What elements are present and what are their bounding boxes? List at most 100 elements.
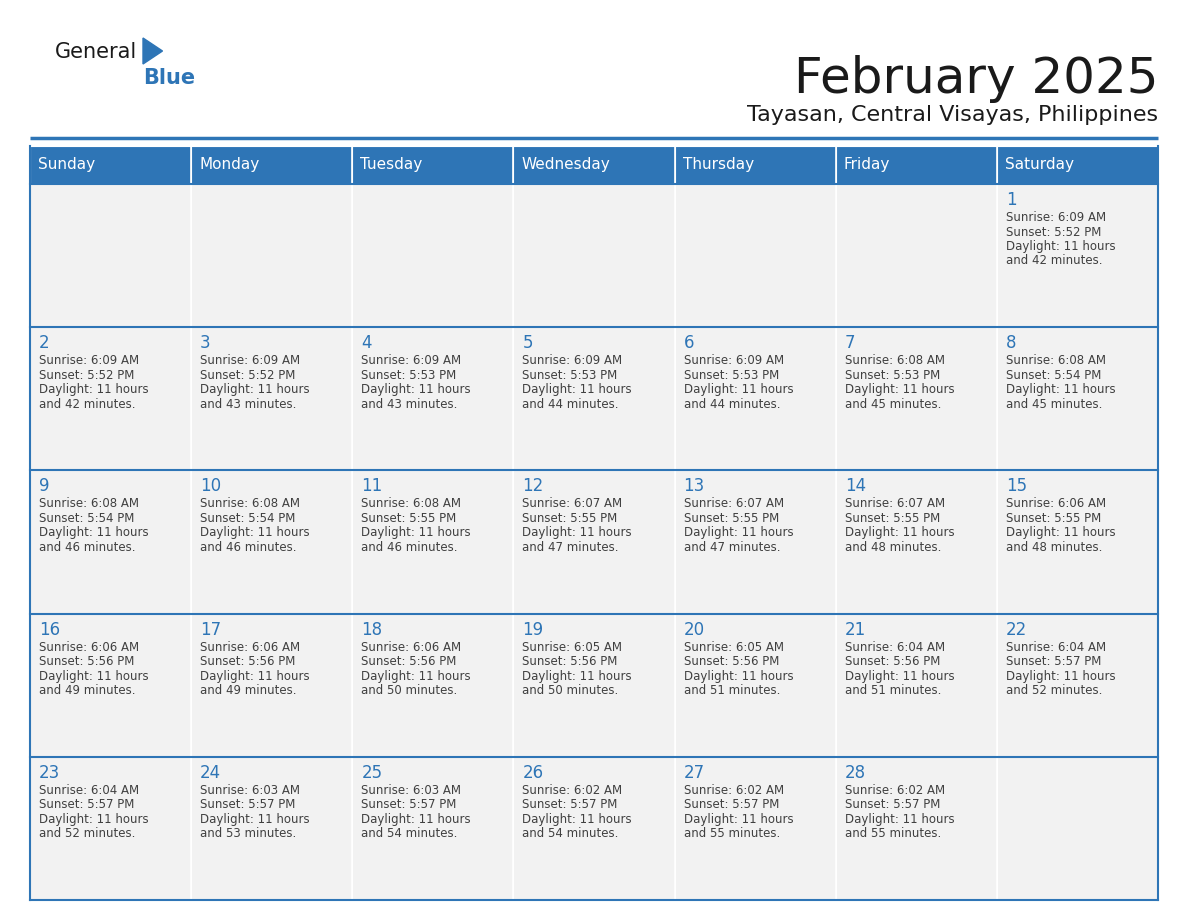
Text: 9: 9 [39,477,50,496]
Text: and 44 minutes.: and 44 minutes. [523,397,619,410]
Text: Daylight: 11 hours: Daylight: 11 hours [200,526,310,540]
Bar [353,613,513,756]
Text: Daylight: 11 hours: Daylight: 11 hours [523,669,632,683]
Text: Sunset: 5:52 PM: Sunset: 5:52 PM [39,369,134,382]
Text: Daylight: 11 hours: Daylight: 11 hours [845,669,954,683]
Text: 28: 28 [845,764,866,782]
Text: 24: 24 [200,764,221,782]
Text: Daylight: 11 hours: Daylight: 11 hours [683,669,794,683]
Text: Sunset: 5:57 PM: Sunset: 5:57 PM [845,799,940,812]
Text: Sunrise: 6:08 AM: Sunrise: 6:08 AM [845,354,944,367]
Text: 8: 8 [1006,334,1017,353]
Bar [835,613,997,756]
Text: and 49 minutes.: and 49 minutes. [200,684,297,697]
Text: Sunset: 5:56 PM: Sunset: 5:56 PM [200,655,296,668]
Bar [997,184,1158,327]
Text: 15: 15 [1006,477,1026,496]
Text: Daylight: 11 hours: Daylight: 11 hours [683,812,794,826]
Text: Daylight: 11 hours: Daylight: 11 hours [200,383,310,397]
Bar [191,613,353,756]
Text: and 42 minutes.: and 42 minutes. [39,397,135,410]
Text: Daylight: 11 hours: Daylight: 11 hours [361,669,470,683]
Text: Sunrise: 6:04 AM: Sunrise: 6:04 AM [1006,641,1106,654]
Bar [513,184,675,327]
Bar [835,327,997,470]
Text: Sunrise: 6:07 AM: Sunrise: 6:07 AM [523,498,623,510]
Text: and 42 minutes.: and 42 minutes. [1006,254,1102,267]
Bar [30,327,191,470]
Bar [675,146,835,184]
Bar [353,470,513,613]
Text: Blue: Blue [143,68,195,88]
Text: Sunset: 5:56 PM: Sunset: 5:56 PM [845,655,940,668]
Text: and 50 minutes.: and 50 minutes. [361,684,457,697]
Text: Sunset: 5:55 PM: Sunset: 5:55 PM [523,512,618,525]
Polygon shape [143,38,163,64]
Text: Sunset: 5:57 PM: Sunset: 5:57 PM [200,799,296,812]
Text: Sunset: 5:54 PM: Sunset: 5:54 PM [39,512,134,525]
Text: Sunset: 5:55 PM: Sunset: 5:55 PM [361,512,456,525]
Bar [997,470,1158,613]
Text: and 49 minutes.: and 49 minutes. [39,684,135,697]
Text: Sunrise: 6:08 AM: Sunrise: 6:08 AM [361,498,461,510]
Text: Sunrise: 6:05 AM: Sunrise: 6:05 AM [523,641,623,654]
Bar [675,470,835,613]
Text: 7: 7 [845,334,855,353]
Text: General: General [55,42,138,62]
Text: Sunset: 5:55 PM: Sunset: 5:55 PM [683,512,779,525]
Text: Sunset: 5:56 PM: Sunset: 5:56 PM [683,655,779,668]
Text: Sunrise: 6:08 AM: Sunrise: 6:08 AM [200,498,301,510]
Text: Daylight: 11 hours: Daylight: 11 hours [361,383,470,397]
Bar [191,184,353,327]
Text: Sunrise: 6:09 AM: Sunrise: 6:09 AM [683,354,784,367]
Text: Sunset: 5:52 PM: Sunset: 5:52 PM [1006,226,1101,239]
Text: Daylight: 11 hours: Daylight: 11 hours [845,383,954,397]
Text: Sunrise: 6:06 AM: Sunrise: 6:06 AM [1006,498,1106,510]
Bar [353,146,513,184]
Text: Sunset: 5:54 PM: Sunset: 5:54 PM [1006,369,1101,382]
Text: Daylight: 11 hours: Daylight: 11 hours [1006,383,1116,397]
Text: Sunrise: 6:06 AM: Sunrise: 6:06 AM [361,641,461,654]
Text: 5: 5 [523,334,533,353]
Text: Sunrise: 6:09 AM: Sunrise: 6:09 AM [200,354,301,367]
Text: Thursday: Thursday [683,158,753,173]
Text: Daylight: 11 hours: Daylight: 11 hours [1006,526,1116,540]
Text: 27: 27 [683,764,704,782]
Text: Saturday: Saturday [1005,158,1074,173]
Text: 10: 10 [200,477,221,496]
Text: Sunrise: 6:06 AM: Sunrise: 6:06 AM [200,641,301,654]
Bar [513,613,675,756]
Text: and 46 minutes.: and 46 minutes. [200,541,297,554]
Bar [191,146,353,184]
Text: and 44 minutes.: and 44 minutes. [683,397,781,410]
Bar [191,756,353,900]
Text: Daylight: 11 hours: Daylight: 11 hours [361,526,470,540]
Text: and 47 minutes.: and 47 minutes. [523,541,619,554]
Text: Sunset: 5:56 PM: Sunset: 5:56 PM [361,655,456,668]
Bar [30,184,191,327]
Text: and 43 minutes.: and 43 minutes. [361,397,457,410]
Text: Sunset: 5:57 PM: Sunset: 5:57 PM [39,799,134,812]
Text: Daylight: 11 hours: Daylight: 11 hours [523,383,632,397]
Text: Sunrise: 6:02 AM: Sunrise: 6:02 AM [523,784,623,797]
Text: Sunrise: 6:09 AM: Sunrise: 6:09 AM [361,354,461,367]
Text: Sunrise: 6:07 AM: Sunrise: 6:07 AM [683,498,784,510]
Text: Daylight: 11 hours: Daylight: 11 hours [523,812,632,826]
Text: Sunrise: 6:02 AM: Sunrise: 6:02 AM [845,784,944,797]
Bar [675,184,835,327]
Text: Monday: Monday [200,158,259,173]
Text: Sunset: 5:57 PM: Sunset: 5:57 PM [361,799,456,812]
Text: 25: 25 [361,764,383,782]
Text: 20: 20 [683,621,704,639]
Text: Tayasan, Central Visayas, Philippines: Tayasan, Central Visayas, Philippines [747,105,1158,125]
Text: Daylight: 11 hours: Daylight: 11 hours [683,383,794,397]
Text: Sunset: 5:53 PM: Sunset: 5:53 PM [361,369,456,382]
Text: Daylight: 11 hours: Daylight: 11 hours [200,669,310,683]
Text: and 48 minutes.: and 48 minutes. [845,541,941,554]
Bar [835,756,997,900]
Bar [30,146,191,184]
Bar [835,184,997,327]
Text: 23: 23 [39,764,61,782]
Text: Sunset: 5:55 PM: Sunset: 5:55 PM [845,512,940,525]
Bar [997,756,1158,900]
